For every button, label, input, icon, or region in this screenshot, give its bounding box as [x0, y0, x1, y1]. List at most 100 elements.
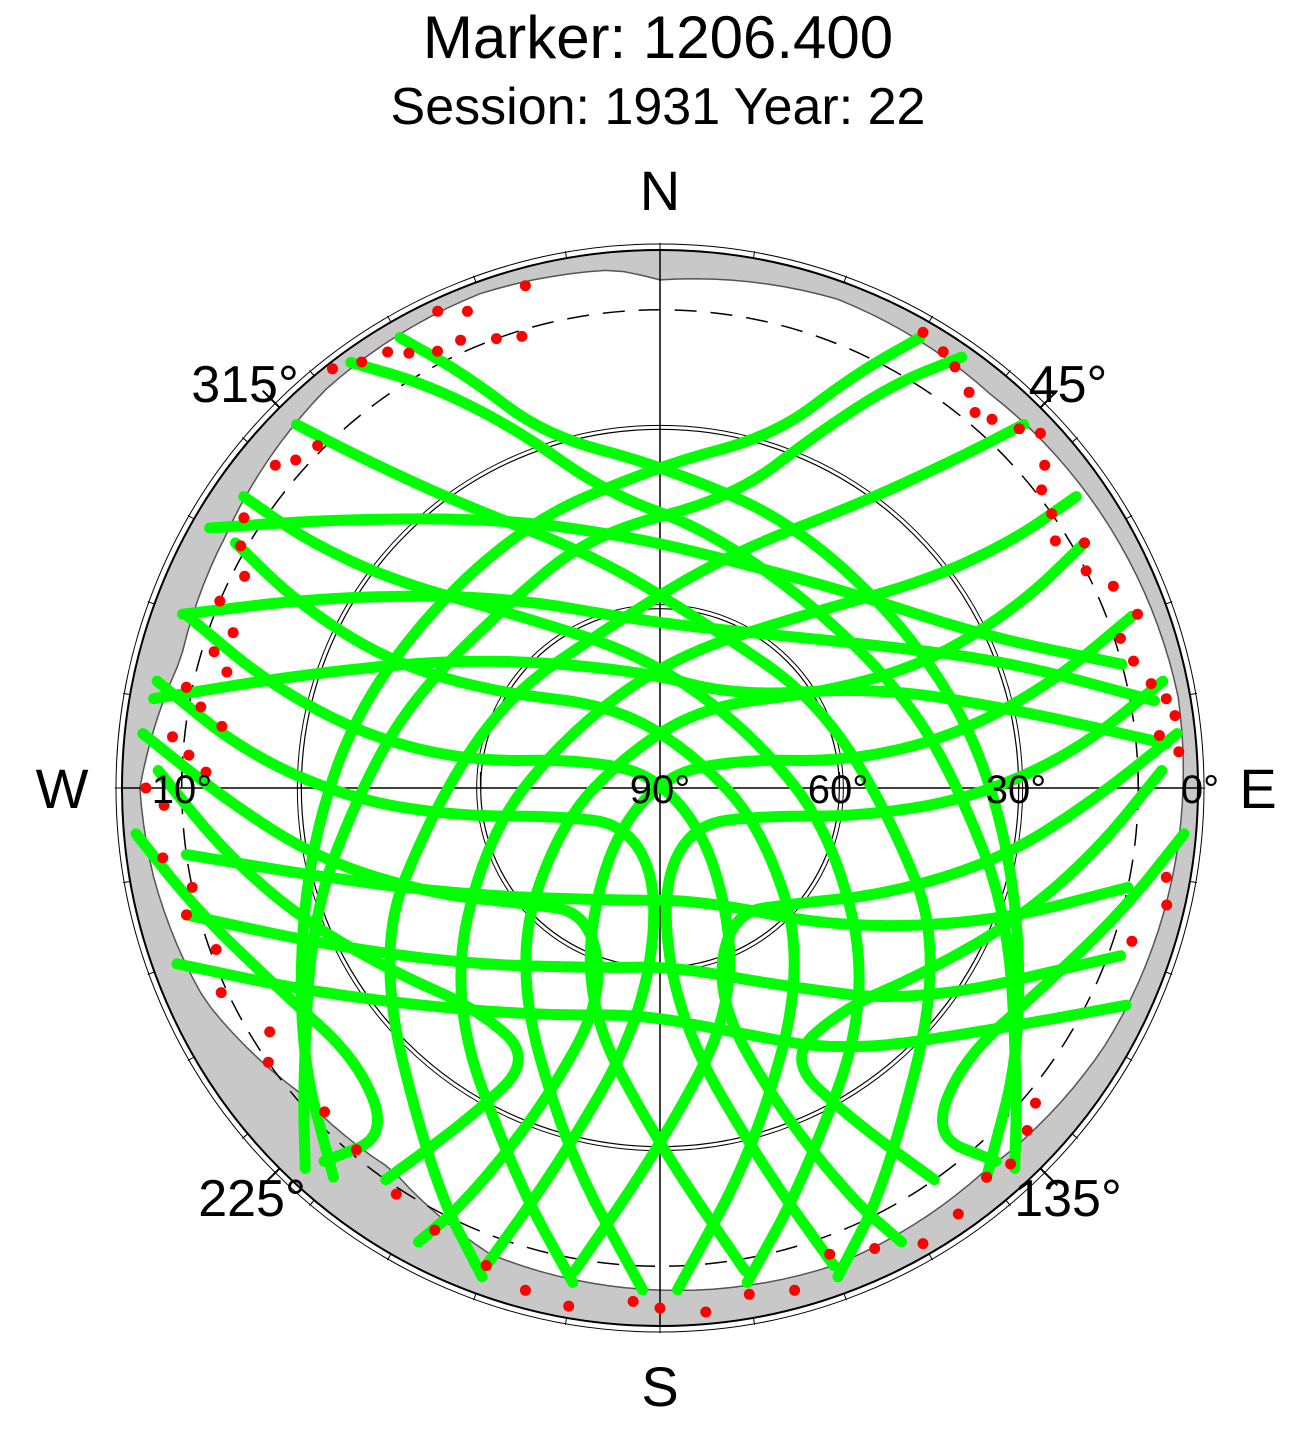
azimuth-tick-45 [1039, 389, 1059, 409]
satellite-track-17 [660, 675, 1169, 1271]
low-elevation-point-58 [1005, 1158, 1017, 1170]
low-elevation-point-66 [700, 1306, 712, 1318]
low-elevation-point-42 [1079, 537, 1090, 549]
satellite-track-22 [177, 590, 1160, 707]
low-elevation-point-69 [563, 1300, 575, 1312]
compass-east-label: E [1239, 757, 1276, 820]
satellite-track-11 [298, 351, 968, 1174]
low-elevation-point-10 [461, 305, 473, 317]
low-elevation-point-54 [1161, 899, 1173, 911]
azimuth-minor-tick [928, 1253, 934, 1261]
elevation-label-60: 60° [808, 768, 869, 812]
low-elevation-point-14 [312, 440, 324, 452]
labels-layer: N S W E 315° 45° 225° 135° 10° 90° 60° 3… [36, 159, 1277, 1418]
low-elevation-point-39 [1036, 484, 1048, 496]
low-elevation-point-75 [319, 1106, 331, 1118]
azimuth-minor-tick [1189, 880, 1197, 884]
low-elevation-point-1 [327, 363, 338, 375]
low-elevation-point-71 [480, 1260, 492, 1271]
low-elevation-point-62 [869, 1243, 881, 1254]
low-elevation-point-73 [390, 1188, 402, 1200]
azimuth-minor-tick [843, 1293, 847, 1301]
low-elevation-point-27 [200, 766, 212, 778]
low-elevation-point-15 [238, 512, 250, 524]
satellite-track-25 [181, 909, 1127, 1003]
low-elevation-point-40 [1046, 508, 1058, 520]
low-elevation-point-68 [627, 1295, 639, 1307]
satellite-track-20 [936, 828, 1190, 1167]
low-elevation-point-23 [195, 701, 207, 713]
low-elevation-point-32 [949, 361, 961, 373]
low-elevation-point-4 [403, 347, 415, 359]
compass-south-label: S [641, 1355, 678, 1418]
satellite-track-12 [295, 332, 926, 1183]
azimuth-tick-225 [261, 1167, 281, 1187]
low-elevation-point-80 [181, 909, 192, 921]
low-elevation-point-45 [1132, 608, 1143, 620]
azimuth-minor-tick [386, 1253, 392, 1261]
azimuth-minor-tick [1005, 1199, 1011, 1206]
low-elevation-point-41 [1049, 535, 1061, 547]
azimuth-minor-tick [1189, 692, 1197, 696]
azimuth-minor-tick [242, 1133, 249, 1139]
low-elevation-point-37 [1034, 427, 1046, 439]
low-elevation-point-25 [167, 731, 178, 743]
low-elevation-point-64 [789, 1284, 801, 1296]
low-elevation-point-13 [290, 454, 302, 466]
low-elevation-point-46 [1115, 632, 1126, 644]
low-elevation-point-31 [937, 346, 949, 358]
low-elevation-point-28 [140, 782, 152, 794]
azimuth-minor-tick [309, 1199, 315, 1206]
low-elevation-point-44 [1107, 580, 1119, 592]
azimuth-minor-tick [1071, 437, 1078, 443]
low-elevation-point-82 [157, 852, 169, 864]
azimuth-minor-tick [473, 1293, 477, 1301]
low-elevation-point-65 [743, 1288, 755, 1300]
azimuth-minor-tick [1125, 1056, 1133, 1062]
satellite-track-24 [171, 958, 1132, 1053]
low-elevation-point-2 [356, 356, 368, 368]
satellite-track-14 [455, 491, 1082, 1288]
low-elevation-point-35 [986, 413, 998, 425]
low-elevation-point-16 [235, 540, 247, 552]
low-elevation-point-8 [516, 330, 528, 342]
low-elevation-point-12 [269, 459, 281, 471]
azimuth-minor-tick [752, 251, 756, 259]
low-elevation-point-3 [382, 346, 394, 358]
satellite-track-18 [716, 728, 1183, 1248]
compass-north-label: N [640, 159, 680, 222]
low-elevation-point-17 [239, 570, 251, 582]
low-elevation-point-70 [519, 1284, 531, 1296]
azimuth-minor-tick [1165, 601, 1173, 605]
low-elevation-point-7 [490, 333, 502, 345]
chart-subtitle: Session: 1931 Year: 22 [390, 78, 926, 136]
azimuth-minor-tick [309, 370, 315, 377]
azimuth-minor-tick [564, 1317, 568, 1325]
satellite-track-21 [204, 513, 1128, 670]
low-elevation-point-26 [183, 749, 195, 761]
low-elevation-point-67 [654, 1302, 666, 1314]
low-elevation-point-21 [221, 666, 233, 678]
satellite-track-10 [130, 828, 384, 1167]
low-elevation-point-29 [158, 799, 170, 811]
low-elevation-point-30 [917, 326, 929, 338]
compass-west-label: W [36, 757, 89, 820]
low-elevation-point-53 [1160, 871, 1172, 883]
satellite-track-3 [291, 419, 936, 1283]
azimuth-minor-tick [752, 1317, 756, 1325]
low-elevation-point-24 [216, 720, 228, 732]
elevation-label-0: 0° [1181, 768, 1219, 812]
low-elevation-point-18 [214, 595, 226, 607]
low-elevation-point-9 [432, 305, 444, 317]
elevation-label-30: 30° [986, 768, 1047, 812]
azimuth-minor-tick [187, 1056, 195, 1062]
azimuth-minor-tick [147, 971, 155, 975]
low-elevation-points-layer [140, 280, 1185, 1318]
elevation-label-10: 10° [152, 768, 213, 812]
azimuth-minor-tick [473, 275, 477, 283]
low-elevation-point-79 [210, 944, 222, 955]
satellite-track-26 [180, 849, 1134, 932]
low-elevation-point-19 [227, 627, 239, 639]
azimuth-minor-tick [1165, 971, 1173, 975]
